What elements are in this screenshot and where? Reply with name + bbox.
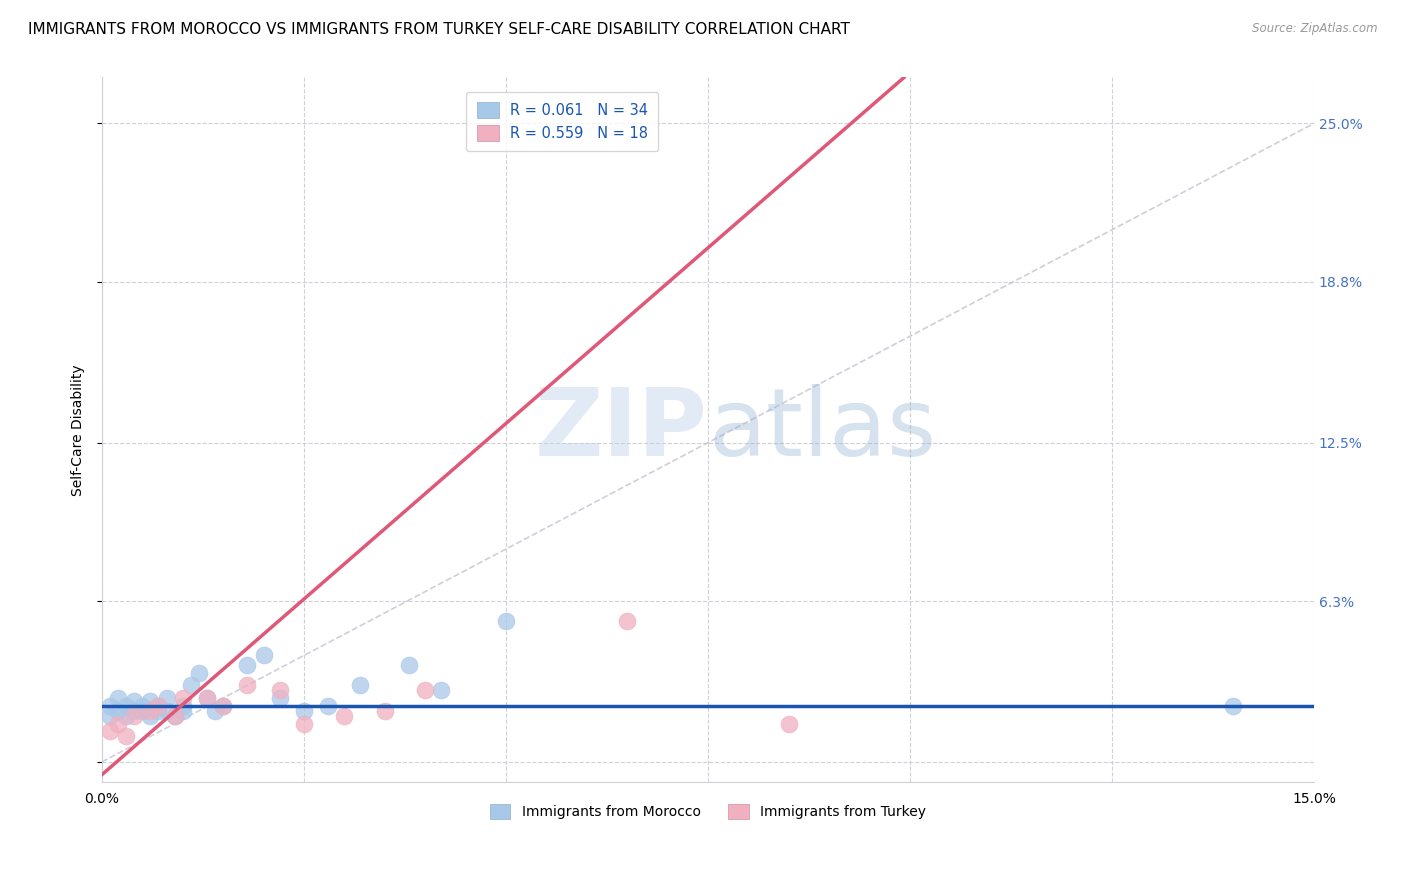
Point (292, 704, 315, 718)
Point (131, 698, 153, 713)
Legend: Immigrants from Morocco, Immigrants from Turkey: Immigrants from Morocco, Immigrants from… (484, 799, 932, 825)
Point (131, 704, 153, 718)
Point (172, 698, 194, 713)
Point (252, 648, 274, 662)
Point (163, 709, 186, 723)
Point (107, 716, 129, 731)
Point (316, 698, 339, 713)
Point (1222, 698, 1244, 713)
Point (349, 678, 371, 692)
Point (374, 704, 396, 718)
Point (122, 693, 145, 707)
Point (616, 615, 638, 629)
Point (430, 683, 453, 698)
Point (172, 704, 194, 718)
Point (398, 657, 420, 672)
Point (269, 683, 291, 698)
Point (98, 698, 121, 713)
Point (269, 691, 291, 706)
Point (195, 691, 218, 706)
Point (148, 704, 170, 718)
Point (195, 691, 218, 706)
Point (187, 665, 209, 680)
Point (98, 709, 121, 723)
Point (172, 691, 194, 706)
Point (180, 678, 202, 692)
Text: ZIP: ZIP (536, 384, 707, 476)
Y-axis label: Self-Care Disability: Self-Care Disability (72, 364, 86, 496)
Point (204, 704, 226, 718)
Point (413, 683, 436, 698)
Point (148, 698, 170, 713)
Point (212, 698, 235, 713)
Point (115, 698, 138, 713)
Point (333, 709, 356, 723)
Point (236, 678, 259, 692)
Point (107, 704, 129, 718)
Point (212, 698, 235, 713)
Point (155, 704, 177, 718)
Point (139, 704, 162, 718)
Point (107, 691, 129, 706)
Point (148, 698, 170, 713)
Point (155, 691, 177, 706)
Point (98, 724, 121, 739)
Text: atlas: atlas (707, 384, 936, 476)
Text: IMMIGRANTS FROM MOROCCO VS IMMIGRANTS FROM TURKEY SELF-CARE DISABILITY CORRELATI: IMMIGRANTS FROM MOROCCO VS IMMIGRANTS FR… (28, 22, 851, 37)
Point (115, 730, 138, 744)
Point (139, 709, 162, 723)
Point (292, 716, 315, 731)
Point (115, 709, 138, 723)
Point (778, 716, 800, 731)
Point (139, 693, 162, 707)
Point (495, 615, 517, 629)
Point (163, 709, 186, 723)
Point (236, 657, 259, 672)
Point (122, 709, 145, 723)
Text: Source: ZipAtlas.com: Source: ZipAtlas.com (1253, 22, 1378, 36)
Point (122, 704, 145, 718)
